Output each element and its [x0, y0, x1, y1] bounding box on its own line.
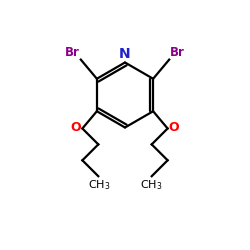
Text: CH$_3$: CH$_3$ — [140, 178, 162, 192]
Text: O: O — [169, 121, 179, 134]
Text: CH$_3$: CH$_3$ — [88, 178, 110, 192]
Text: Br: Br — [65, 46, 80, 59]
Text: Br: Br — [170, 46, 185, 59]
Text: O: O — [70, 121, 81, 134]
Text: N: N — [119, 47, 131, 61]
